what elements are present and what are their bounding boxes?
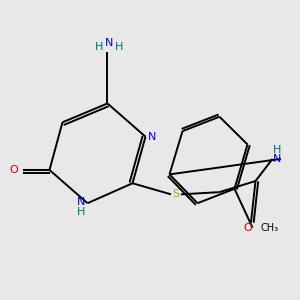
Text: N: N bbox=[148, 132, 156, 142]
Text: H: H bbox=[77, 207, 85, 217]
Text: N: N bbox=[77, 197, 85, 207]
Text: O: O bbox=[10, 165, 18, 175]
Text: H: H bbox=[95, 42, 103, 52]
Text: H: H bbox=[115, 42, 123, 52]
Text: CH₃: CH₃ bbox=[261, 223, 279, 232]
Text: N: N bbox=[105, 38, 113, 48]
Text: S: S bbox=[172, 189, 179, 199]
Text: H: H bbox=[272, 146, 281, 155]
Text: O: O bbox=[244, 224, 252, 233]
Text: N: N bbox=[272, 154, 281, 164]
